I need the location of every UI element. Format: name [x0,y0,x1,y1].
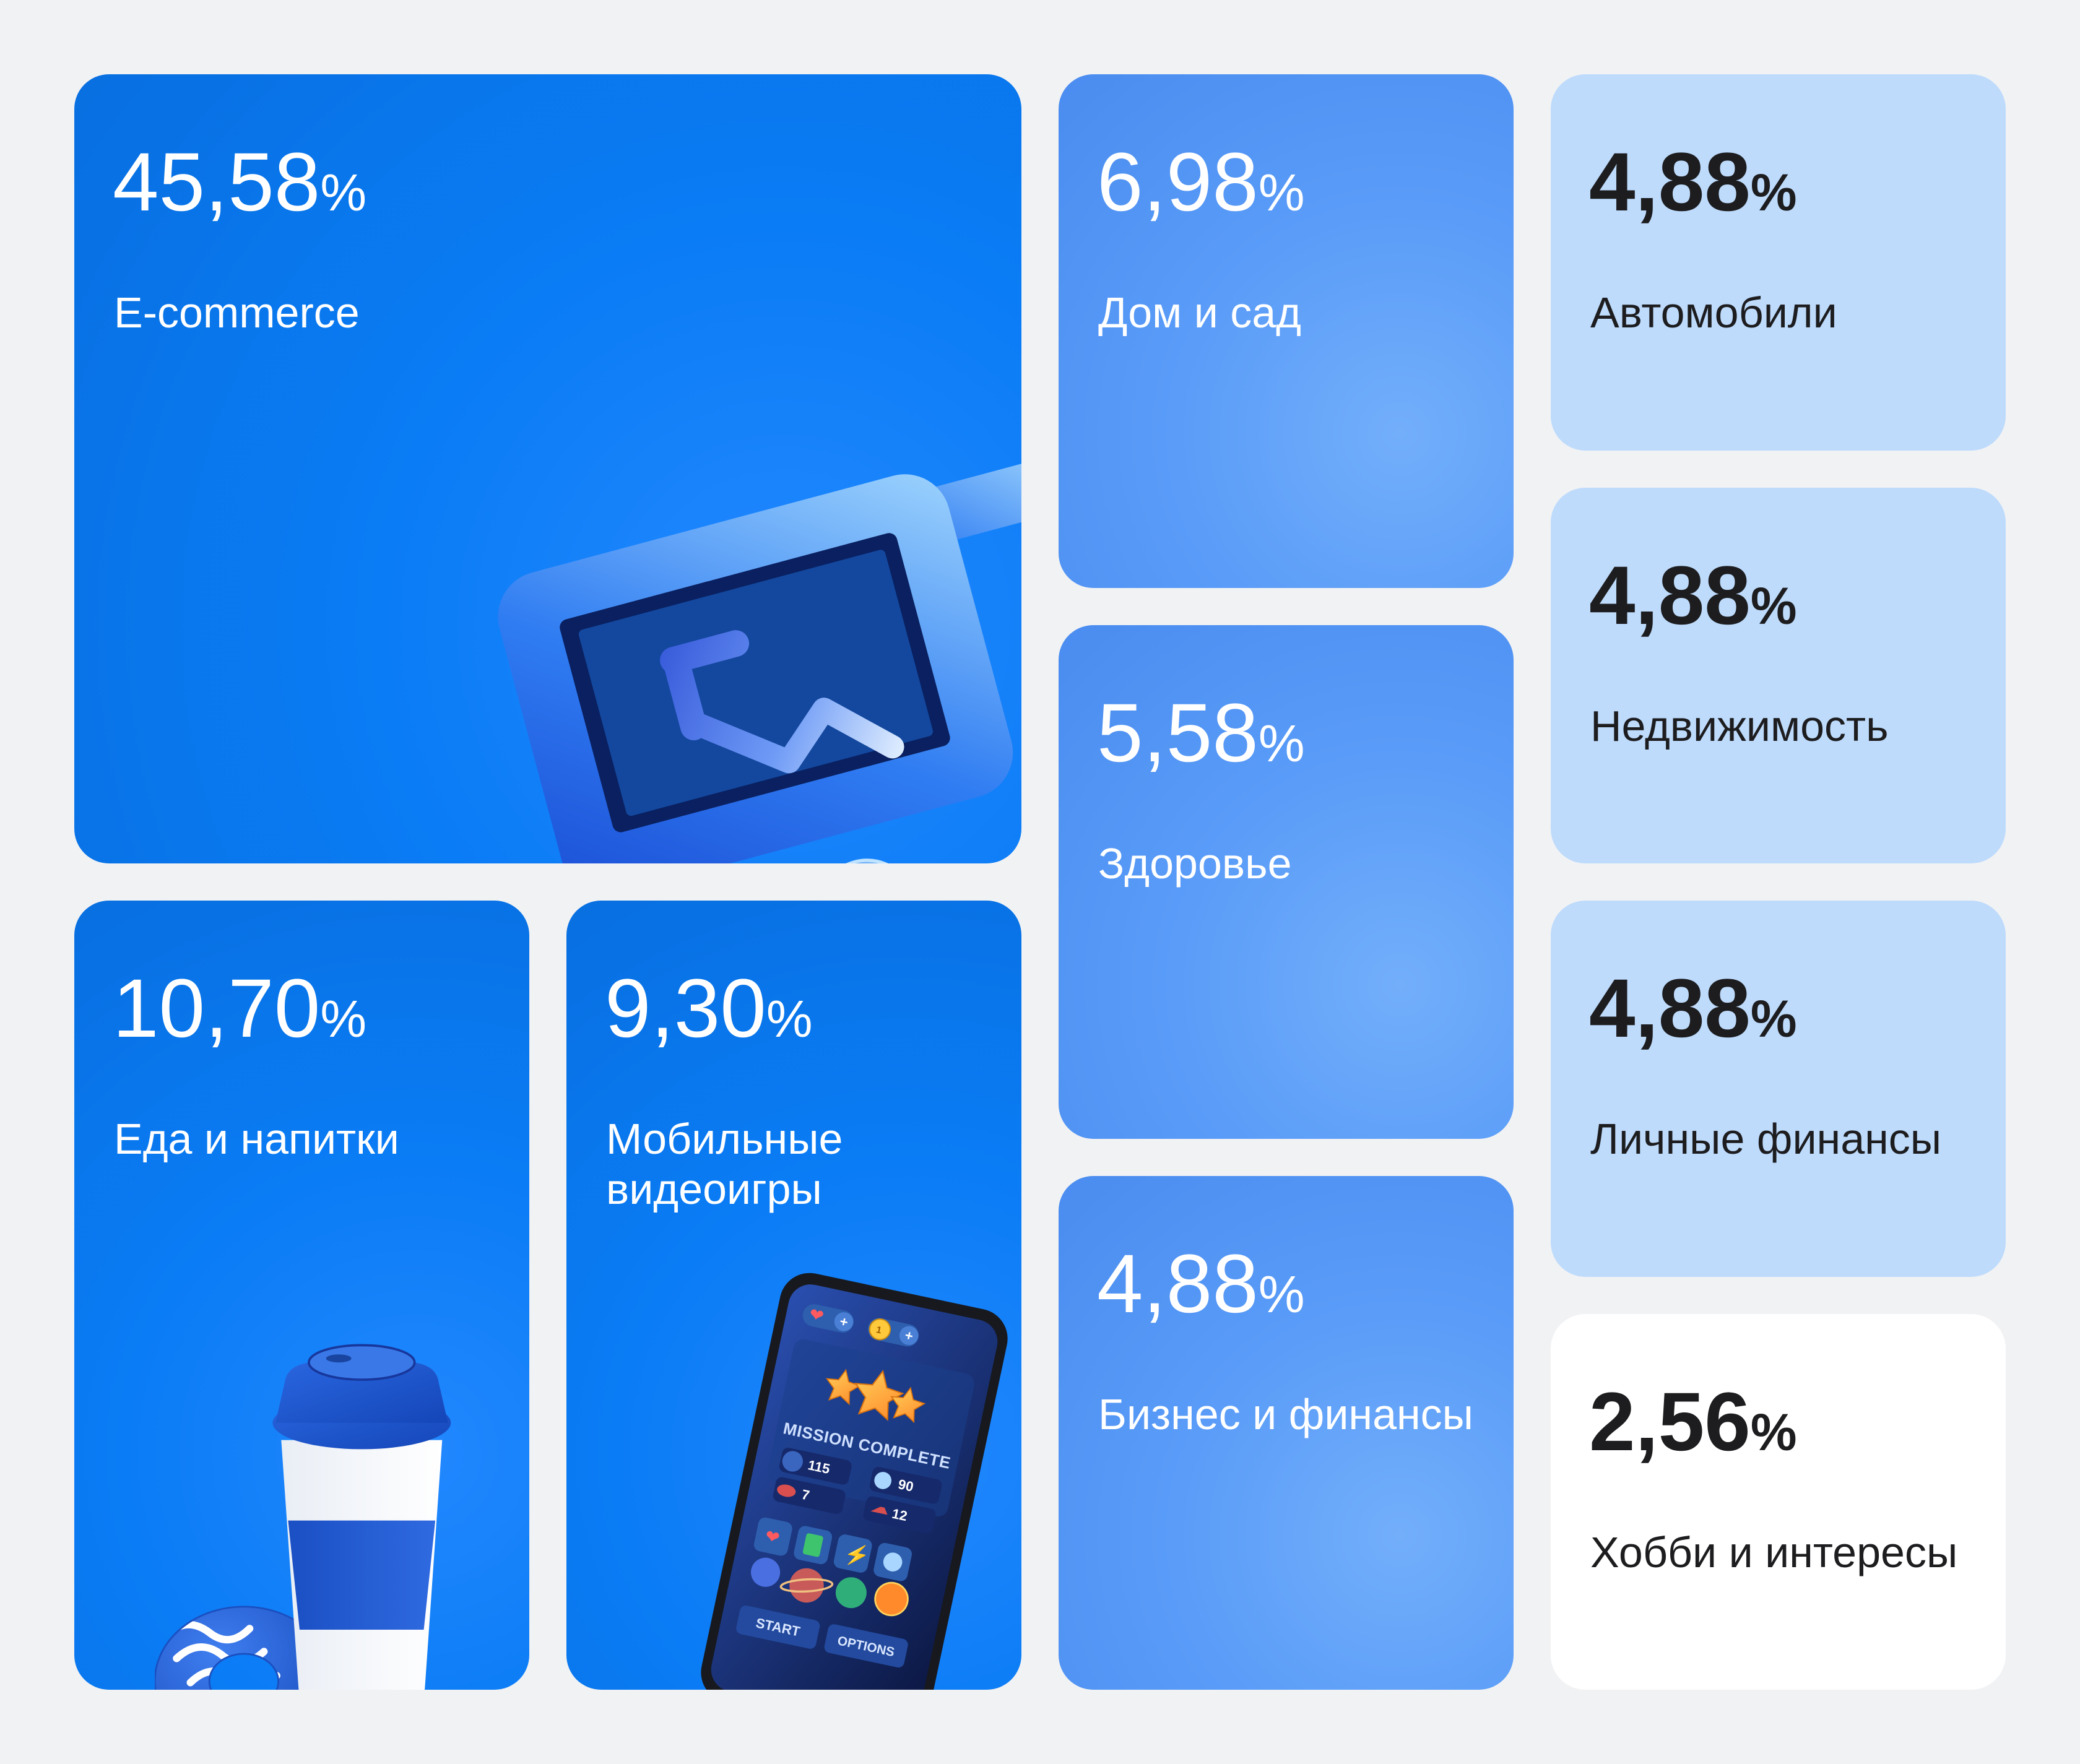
svg-text:90: 90 [897,1476,915,1495]
svg-text:12: 12 [891,1506,909,1524]
